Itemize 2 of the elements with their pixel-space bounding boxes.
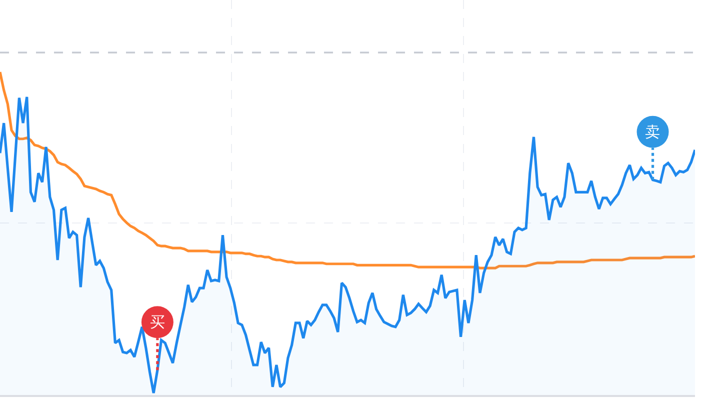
annotation: 卖 [645,123,660,141]
annotation: 买 [150,313,165,331]
